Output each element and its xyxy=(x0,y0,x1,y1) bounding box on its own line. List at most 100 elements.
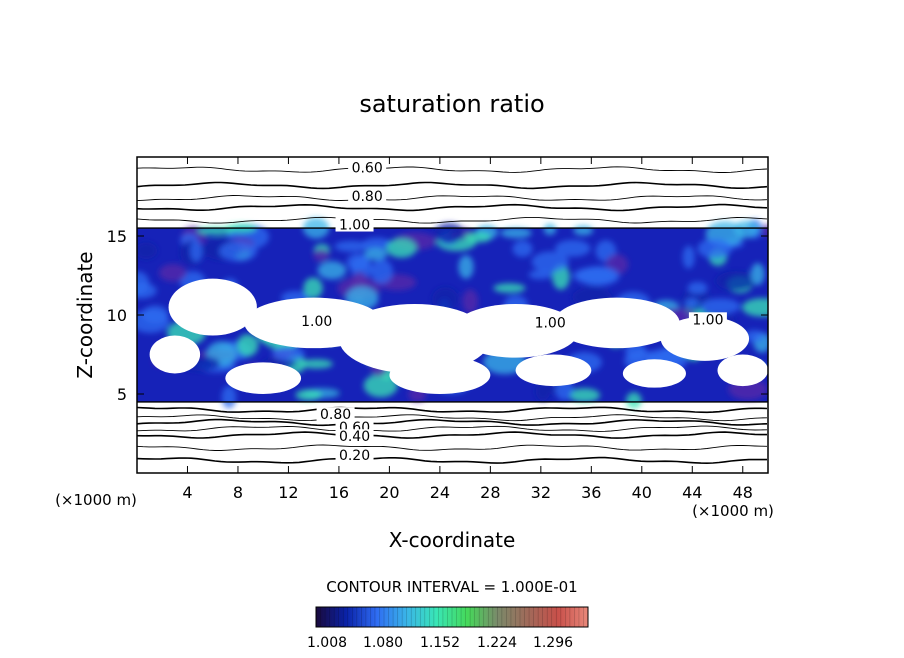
x-tick-label: 32 xyxy=(531,483,551,502)
contour-label-bg xyxy=(335,448,374,463)
y-axis-label: Z-coordinate xyxy=(73,251,97,378)
x-axis-label: X-coordinate xyxy=(389,528,516,552)
field-blob xyxy=(272,346,305,362)
contour-line xyxy=(137,203,768,212)
field-blob xyxy=(236,334,259,357)
y-tick-label: 15 xyxy=(107,227,127,246)
field-blob xyxy=(626,392,642,409)
field-blob xyxy=(493,283,526,293)
x-tick-label: 16 xyxy=(329,483,349,502)
contour-line xyxy=(137,418,768,427)
field-blob xyxy=(221,385,237,409)
field-blob xyxy=(334,240,369,252)
subsaturated-region xyxy=(515,354,592,387)
field-blob xyxy=(295,389,322,401)
field-blob xyxy=(142,305,169,324)
field-blob xyxy=(512,240,533,258)
contour-line xyxy=(137,414,768,422)
field-blob xyxy=(543,223,557,236)
x-tick-label: 40 xyxy=(632,483,652,502)
x-tick-label: 24 xyxy=(430,483,450,502)
contour-label-bg xyxy=(531,315,570,330)
x-tick-label: 4 xyxy=(182,483,192,502)
field-blob xyxy=(137,271,150,295)
field-blob xyxy=(312,248,330,262)
colorbar-tick-label: 1.152 xyxy=(420,635,460,651)
field-blob xyxy=(462,289,479,314)
contour-label-bg xyxy=(335,429,374,444)
contour-label: 0.40 xyxy=(339,429,370,445)
subsaturated-region xyxy=(338,303,491,374)
field-blob xyxy=(346,253,370,271)
contour-label: 0.60 xyxy=(352,161,383,177)
contour-line xyxy=(137,456,767,465)
field-blob xyxy=(363,373,398,398)
x-tick-label: 20 xyxy=(379,483,399,502)
contour-line xyxy=(137,216,768,224)
contour-label-bg xyxy=(688,312,727,327)
colorbar-tick-label: 1.008 xyxy=(307,635,347,651)
contour-line xyxy=(137,425,768,432)
contour-label: 1.00 xyxy=(535,315,566,331)
field-blob xyxy=(531,251,569,273)
field-blob xyxy=(568,388,601,403)
x-unit-left: (×1000 m) xyxy=(55,491,137,509)
colorbar xyxy=(315,606,589,628)
field-blob xyxy=(687,281,708,295)
field-blob xyxy=(700,298,741,315)
field-blob xyxy=(219,241,258,262)
field-blob xyxy=(303,277,323,299)
field-blob xyxy=(744,330,765,343)
saturation-field xyxy=(137,217,768,409)
subsaturated-region xyxy=(225,362,302,395)
field-blob xyxy=(431,286,459,312)
x-tick-label: 8 xyxy=(233,483,243,502)
contour-label-bg xyxy=(348,160,387,175)
field-blob xyxy=(458,255,474,279)
field-blob xyxy=(434,222,465,244)
field-blob xyxy=(190,240,203,263)
subsaturated-region xyxy=(622,359,686,388)
x-axis: 4 8 12 16 20 24 28 32 36 40 44 48 xyxy=(182,157,753,502)
field-blob xyxy=(733,220,760,239)
field-blob xyxy=(760,224,768,237)
y-tick-label: 5 xyxy=(117,385,127,404)
contour-line xyxy=(137,444,768,451)
field-blob xyxy=(715,270,757,291)
contour-line xyxy=(137,195,768,202)
field-blob xyxy=(363,247,388,261)
contour-label: 1.00 xyxy=(692,312,723,328)
contour-line xyxy=(137,181,768,190)
field-blob xyxy=(750,263,765,286)
colorbar-tick-label: 1.224 xyxy=(477,635,517,651)
colorbar-ticks: 1.008 1.080 1.152 1.224 1.296 xyxy=(307,607,584,651)
contour-label: 1.00 xyxy=(301,314,332,330)
subsaturated-region xyxy=(660,316,750,361)
contour-line xyxy=(137,166,768,173)
contour-label: 0.20 xyxy=(339,448,370,464)
field-blob xyxy=(317,261,347,280)
field-blob xyxy=(742,298,768,317)
field-blob xyxy=(464,231,492,243)
subsaturated-region xyxy=(389,356,491,394)
contour-label-bg xyxy=(297,313,336,328)
y-tick-label: 10 xyxy=(107,306,127,325)
field-blob xyxy=(697,238,733,259)
contour-label: 0.80 xyxy=(320,407,351,423)
colorbar-tick-label: 1.296 xyxy=(533,635,573,651)
x-tick-label: 28 xyxy=(480,483,500,502)
field-blob xyxy=(684,297,699,308)
contour-label-bg xyxy=(316,407,355,422)
y-axis: 5 10 15 xyxy=(107,227,768,404)
field-blob xyxy=(573,225,594,236)
field-blob xyxy=(682,245,695,269)
chart-title: saturation ratio xyxy=(359,90,544,118)
x-tick-label: 12 xyxy=(278,483,298,502)
field-blob xyxy=(158,263,187,282)
field-blob xyxy=(299,359,334,369)
x-unit-right: (×1000 m) xyxy=(692,502,774,520)
field-blob xyxy=(500,227,532,239)
contour-interval-text: CONTOUR INTERVAL = 1.000E-01 xyxy=(326,578,577,596)
